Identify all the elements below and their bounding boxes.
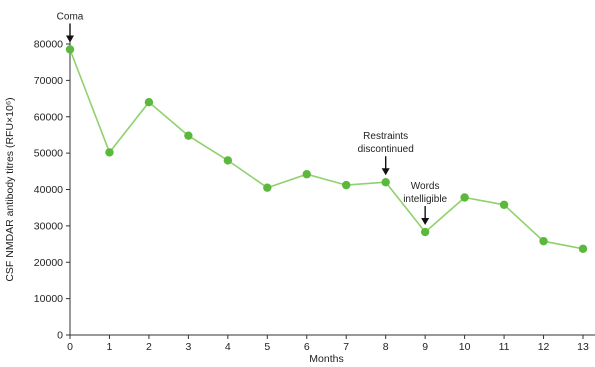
annotation-text: discontinued bbox=[358, 144, 414, 155]
y-tick-label: 10000 bbox=[34, 293, 63, 305]
annotation-arrow-head bbox=[421, 218, 430, 226]
x-axis-title: Months bbox=[309, 353, 343, 365]
data-markers bbox=[65, 45, 588, 253]
annotation: Restraints discontinued bbox=[358, 131, 414, 176]
data-point bbox=[144, 98, 154, 107]
y-axis-title: CSF NMDAR antibody titres (RFU×10⁶) bbox=[4, 97, 16, 281]
x-tick-label: 1 bbox=[107, 341, 113, 353]
annotation-text: Words bbox=[411, 181, 440, 192]
y-tick-label: 30000 bbox=[34, 220, 63, 232]
y-tick-label: 50000 bbox=[34, 148, 63, 160]
x-tick-label: 3 bbox=[185, 341, 191, 353]
y-tick-label: 40000 bbox=[34, 184, 63, 196]
data-point bbox=[539, 236, 548, 246]
x-tick-label: 13 bbox=[577, 341, 589, 353]
data-point bbox=[420, 227, 430, 237]
annotation-text: intelligible bbox=[403, 194, 447, 205]
x-tick-label: 11 bbox=[499, 341, 510, 353]
annotation-text: Coma bbox=[57, 11, 84, 22]
data-point bbox=[499, 200, 509, 209]
data-point bbox=[263, 183, 272, 192]
x-tick-label: 6 bbox=[304, 341, 310, 353]
annotation-text: Restraints bbox=[363, 131, 408, 142]
x-tick-label: 7 bbox=[343, 341, 349, 353]
x-tick-label: 12 bbox=[538, 341, 550, 353]
y-tick-label: 0 bbox=[57, 330, 63, 342]
data-point bbox=[105, 148, 114, 157]
data-point bbox=[381, 178, 390, 187]
data-point bbox=[184, 131, 193, 140]
data-point bbox=[460, 193, 469, 202]
annotations: Coma Restraints discontinued Words intelligi… bbox=[57, 11, 448, 226]
annotation: Coma bbox=[57, 11, 84, 43]
y-tick-label: 70000 bbox=[34, 75, 63, 87]
x-tick-label: 8 bbox=[383, 341, 389, 353]
annotation-arrow-head bbox=[381, 168, 390, 176]
x-tick-label: 9 bbox=[422, 341, 428, 353]
data-point bbox=[578, 244, 588, 253]
x-tick-label: 10 bbox=[459, 341, 471, 353]
y-tick-label: 20000 bbox=[34, 257, 63, 269]
data-point bbox=[302, 170, 311, 179]
data-point bbox=[223, 156, 233, 165]
series-line bbox=[69, 49, 584, 250]
annotation-arrow-head bbox=[66, 35, 74, 43]
x-tick-label: 5 bbox=[264, 341, 270, 353]
y-ticks: 0 10000 20000 30000 40000 50000 60000 70000 8000… bbox=[34, 39, 70, 342]
annotation: Words intelligible bbox=[403, 181, 448, 226]
data-point bbox=[65, 45, 75, 54]
x-ticks: 0 1 2 3 4 5 6 7 8 9 10 11 12 13 bbox=[67, 335, 589, 353]
x-tick-label: 0 bbox=[67, 341, 73, 353]
x-tick-label: 4 bbox=[225, 341, 231, 353]
y-tick-label: 80000 bbox=[34, 39, 63, 51]
x-tick-label: 2 bbox=[146, 341, 152, 353]
y-tick-label: 60000 bbox=[34, 111, 63, 123]
data-point bbox=[342, 180, 351, 190]
